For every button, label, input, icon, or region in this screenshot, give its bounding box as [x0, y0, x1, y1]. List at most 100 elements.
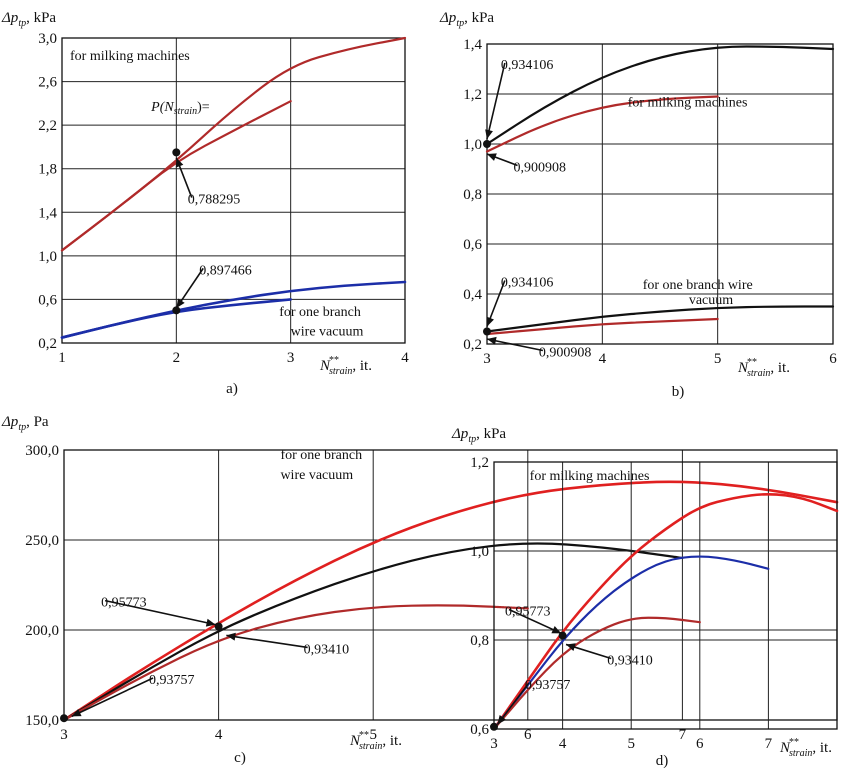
x-tick-label: 5 — [714, 351, 722, 367]
plot-frame — [493, 461, 838, 730]
y-axis-title: Δptp, kPa — [451, 426, 506, 445]
x-tick-label: 6 — [829, 351, 837, 367]
data-marker — [214, 622, 223, 631]
annotation-arrowhead — [71, 708, 82, 717]
y-tick-label: 250,0 — [25, 533, 59, 549]
x-tick-label: 3 — [490, 736, 498, 752]
annotation-label: 0,900908 — [539, 346, 592, 361]
y-tick-label: 2,6 — [38, 75, 57, 91]
data-marker — [483, 327, 491, 336]
panel-a: 1 2 3 4 0,2 0,6 1,0 1,4 1,8 2,2 2,6 3,0 Δptp, kPa N**… — [1, 10, 409, 397]
annotation-arrowhead — [487, 153, 497, 161]
data-marker — [490, 722, 498, 731]
x-tick-label: 7 — [679, 727, 687, 743]
annotation-arrowhead — [485, 129, 493, 139]
annotation-label: 0,788295 — [188, 193, 241, 208]
annotation-arrowhead — [175, 157, 184, 168]
x-tick-label: 3 — [60, 727, 68, 743]
annotation-pointer — [104, 599, 216, 626]
annotation-label: 0,95773 — [505, 605, 551, 620]
x-tick-label: 3 — [287, 350, 295, 366]
data-marker — [172, 306, 181, 315]
annotation-arrowhead — [226, 632, 236, 641]
annotation-label: for milking machines — [530, 469, 650, 484]
series-line-1 — [492, 492, 839, 731]
annotation-label: P(Nstrain)= — [150, 100, 210, 117]
y-tick-label: 1,0 — [38, 249, 57, 265]
annotation-label: for one branch wire — [643, 278, 753, 293]
x-tick-label: 6 — [524, 727, 532, 743]
x-tick-label: 4 — [599, 351, 607, 367]
y-tick-label: 0,8 — [470, 633, 489, 649]
x-tick-label: 3 — [483, 351, 491, 367]
y-axis-title: Δptp, kPa — [439, 10, 494, 29]
series-line-1 — [60, 36, 407, 252]
series-line-2 — [62, 542, 684, 722]
series-line-4 — [485, 317, 719, 336]
x-tick-label: 6 — [696, 736, 704, 752]
annotation-arrowhead — [497, 714, 507, 725]
panel-caption: d) — [656, 753, 669, 769]
data-marker — [60, 714, 68, 723]
y-tick-label: 1,0 — [463, 137, 482, 153]
y-tick-label: 0,6 — [38, 292, 57, 308]
annotation-arrowhead — [486, 316, 494, 327]
data-marker — [172, 148, 181, 157]
series-line-3 — [492, 616, 701, 731]
x-tick-label: 4 — [401, 350, 409, 366]
panel-b: 3 4 5 6 0,2 0,4 0,6 0,8 1,0 1,2 1,4 Δptp, kPa N** str… — [439, 10, 837, 400]
y-tick-label: 150,0 — [25, 713, 59, 729]
x-tick-label: 5 — [627, 736, 635, 752]
annotation-label: 0,934106 — [501, 276, 553, 291]
annotation-label: for milking machines — [628, 96, 748, 111]
plot-frame — [61, 37, 406, 344]
x-tick-label: 5 — [369, 727, 377, 743]
y-tick-label: 1,2 — [470, 455, 489, 471]
y-tick-label: 0,2 — [463, 337, 482, 353]
y-tick-label: 0,8 — [463, 187, 482, 203]
y-tick-label: 0,2 — [38, 336, 57, 352]
x-tick-label: 7 — [765, 736, 773, 752]
annotation-pointer — [508, 608, 562, 635]
y-tick-label: 0,6 — [470, 722, 489, 738]
annotation-arrowhead — [551, 625, 562, 634]
data-marker — [483, 140, 491, 148]
y-tick-label: 2,2 — [38, 118, 57, 134]
plot-frame — [486, 43, 834, 345]
annotation-arrowhead — [487, 336, 497, 345]
annotation-label: 0,93410 — [304, 642, 350, 657]
series-line-1 — [62, 480, 839, 722]
annotation-arrowhead — [176, 298, 185, 309]
y-axis-title: Δptp, Pa — [1, 414, 49, 433]
y-axis-title: Δptp, kPa — [1, 10, 56, 29]
annotation-label: 0,93757 — [149, 673, 195, 688]
series-line-1 — [485, 45, 835, 146]
annotation-arrowhead — [205, 618, 216, 627]
annotation-pointer — [226, 634, 308, 649]
panel-caption: b) — [672, 384, 685, 400]
y-tick-label: 1,2 — [463, 87, 482, 103]
annotation-label: 0,934106 — [501, 58, 553, 73]
x-axis-title: N** strain, it. — [319, 355, 372, 377]
x-tick-label: 4 — [215, 727, 223, 743]
annotation-label: 0,93757 — [525, 678, 571, 693]
annotation-label: wire vacuum — [280, 468, 353, 483]
annotation-pointer — [486, 62, 506, 140]
series-line-2 — [485, 95, 719, 153]
y-tick-label: 1,8 — [38, 162, 57, 178]
y-tick-label: 1,4 — [38, 205, 57, 221]
annotation-label: for milking machines — [70, 49, 190, 64]
series-line-3 — [485, 305, 835, 333]
annotation-label: wire vacuum — [291, 324, 364, 339]
x-axis-title: N** strain, it. — [349, 730, 402, 752]
annotation-pointer — [71, 677, 154, 718]
y-tick-label: 0,4 — [463, 287, 482, 303]
annotation-label: for one branch — [280, 448, 362, 463]
y-tick-label: 1,4 — [463, 37, 482, 53]
annotation-label: 0,897466 — [199, 263, 252, 278]
annotation-arrowhead — [566, 643, 576, 651]
